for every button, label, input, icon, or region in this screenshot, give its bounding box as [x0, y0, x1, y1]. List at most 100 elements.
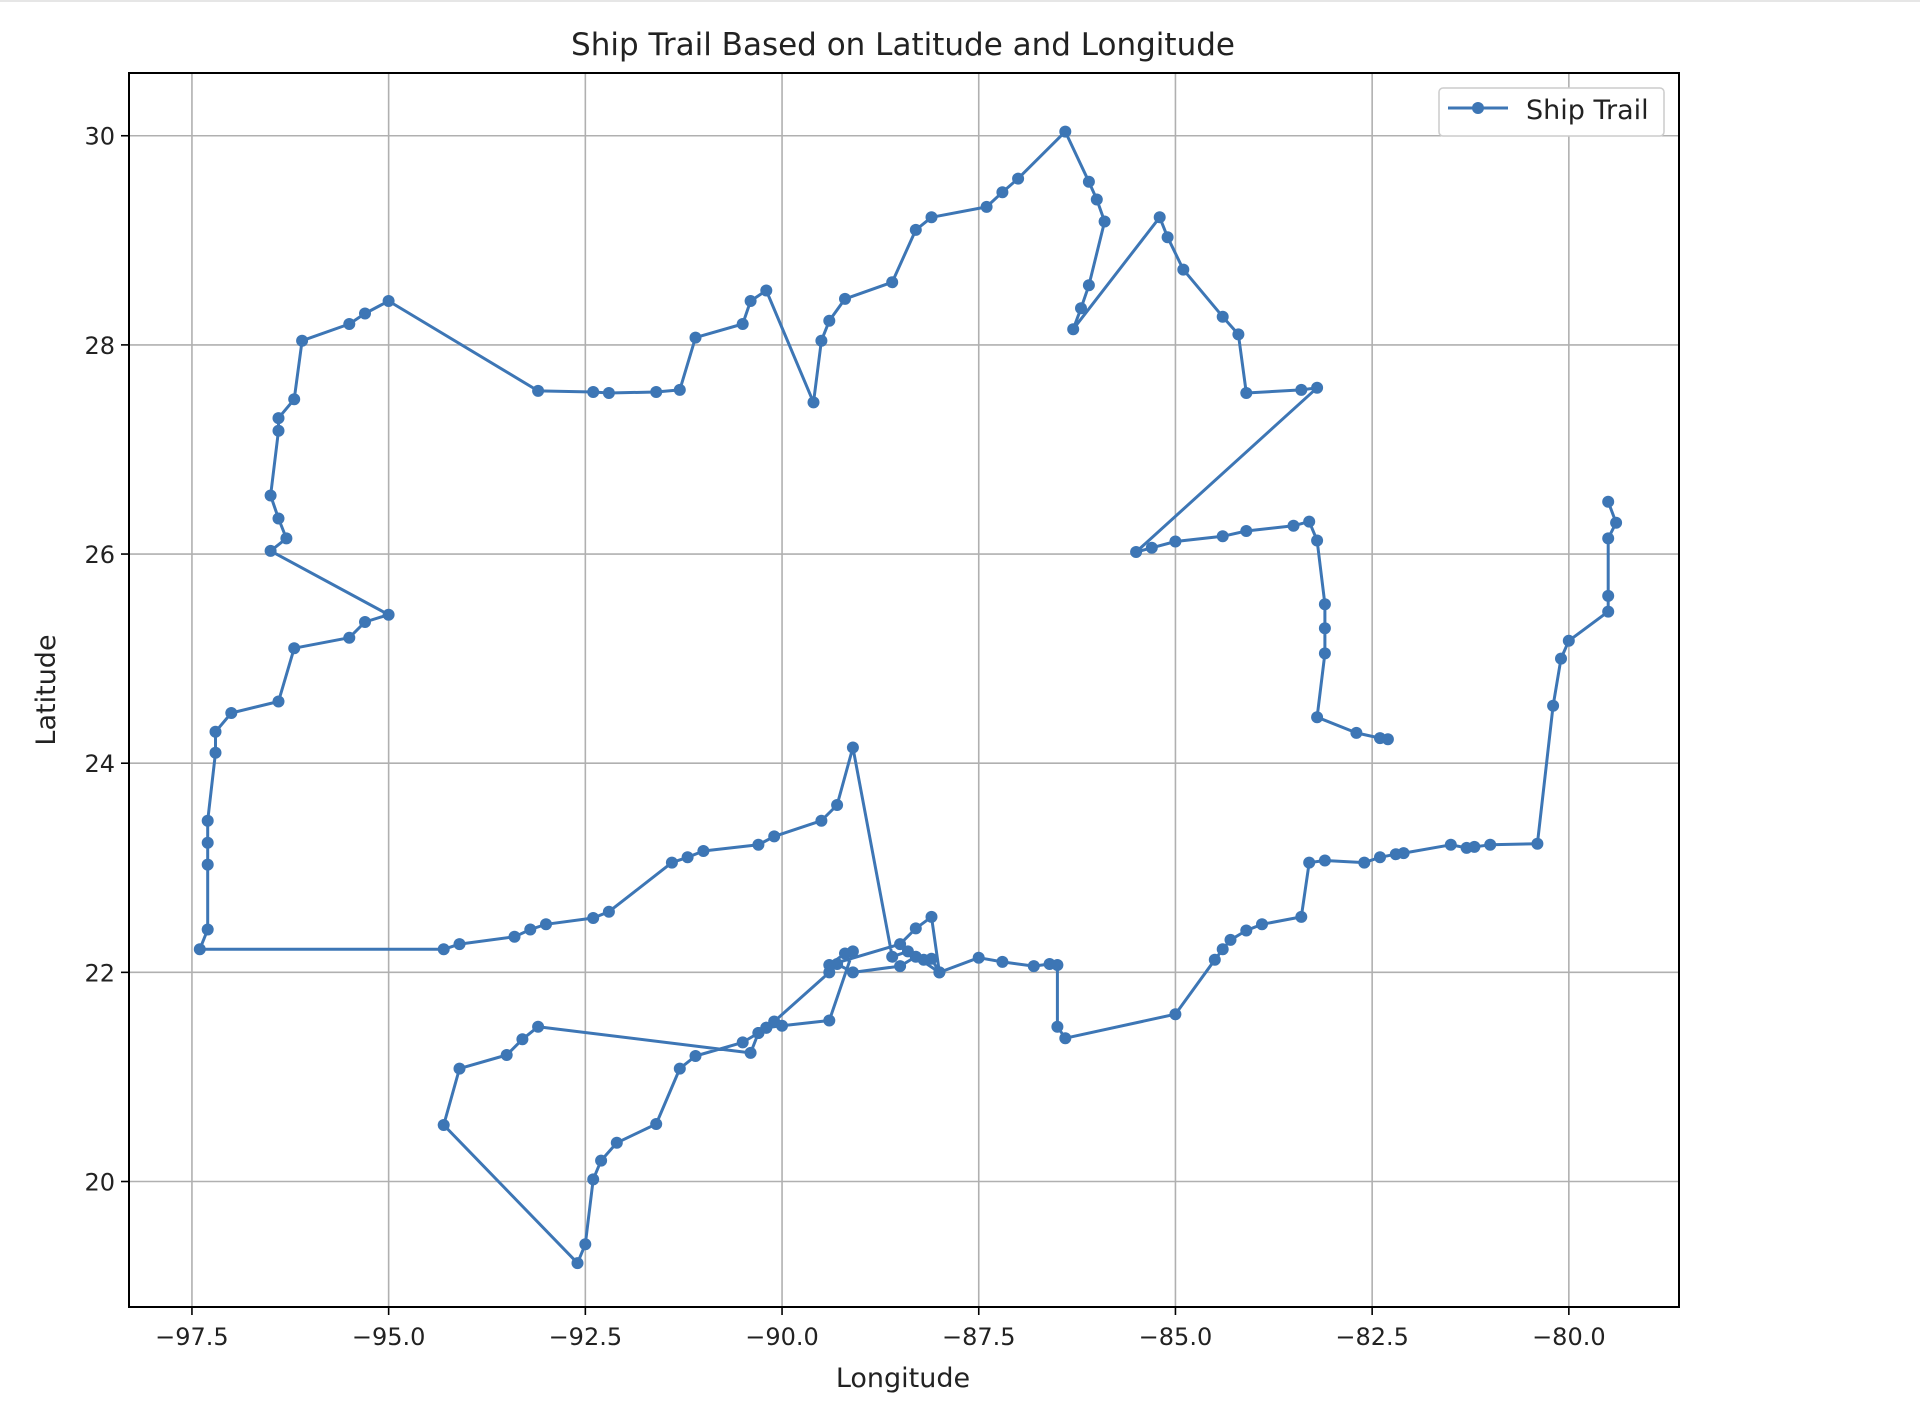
ship-trail-point — [587, 386, 600, 398]
ship-trail-point — [1287, 519, 1300, 532]
ship-trail-point — [1216, 530, 1229, 543]
ship-trail-point — [540, 918, 552, 931]
ship-trail-point — [1295, 383, 1308, 396]
ship-trail-point — [225, 707, 238, 719]
ship-trail-point — [500, 1049, 513, 1061]
ship-trail-point — [343, 318, 356, 330]
ship-trail-point — [288, 642, 301, 655]
ship-trail-point — [752, 838, 765, 851]
ship-trail-point — [508, 930, 521, 943]
ship-trail-point — [744, 295, 757, 307]
ship-trail-point — [272, 424, 285, 437]
ship-trail-point — [1318, 622, 1331, 635]
ship-trail-point — [736, 318, 749, 330]
ship-trail-point — [1098, 215, 1111, 228]
legend-box — [1438, 87, 1665, 137]
y-tick-label: 30 — [84, 123, 115, 151]
ship-trail-point — [1531, 837, 1544, 850]
ship-trail-point — [1555, 652, 1567, 665]
ship-trail-point — [453, 938, 466, 951]
ship-trail-point — [343, 631, 356, 644]
ship-trail-point — [846, 966, 859, 979]
ship-trail-point — [776, 1019, 788, 1032]
y-tick-label: 20 — [84, 1169, 115, 1197]
ship-trail-point — [1130, 546, 1143, 558]
ship-trail-point — [1043, 958, 1056, 970]
ship-trail-point — [933, 966, 946, 979]
ship-trail-point — [579, 1238, 592, 1251]
x-tick-label: −92.5 — [549, 1323, 623, 1351]
ship-trail-point — [815, 814, 828, 827]
x-tick-label: −80.0 — [1532, 1323, 1606, 1351]
x-tick-label: −82.5 — [1335, 1323, 1409, 1351]
ship-trail-point — [1169, 1008, 1182, 1021]
x-tick-label: −87.5 — [942, 1323, 1016, 1351]
ship-trail-point — [925, 211, 938, 224]
ship-trail-point — [1082, 175, 1095, 188]
ship-trail-point — [1547, 699, 1560, 712]
ship-trail-point — [382, 608, 395, 621]
ship-trail-point — [1169, 535, 1182, 548]
ship-trail-point — [1177, 263, 1190, 276]
ship-trail-point — [296, 334, 309, 347]
ship-trail-point — [996, 186, 1009, 199]
legend-label-ship-trail: Ship Trail — [1526, 95, 1649, 126]
ship-trail-point — [453, 1062, 466, 1075]
ship-trail-point — [689, 331, 702, 344]
ship-trail-point — [665, 856, 678, 869]
ship-trail-point — [1012, 172, 1025, 185]
grid-layer — [129, 73, 1679, 1307]
ship-trail-point — [516, 1033, 529, 1046]
ship-trail-point — [736, 1036, 749, 1049]
ship-trail-point — [280, 532, 293, 545]
ship-trail-point — [382, 295, 395, 307]
ship-trail-point — [673, 1062, 686, 1075]
ship-trail-point — [1602, 605, 1615, 618]
ship-trail-point — [901, 945, 914, 958]
ship-trail-point — [839, 947, 851, 960]
ship-trail-point — [1318, 598, 1331, 611]
ship-trail-point — [532, 384, 545, 397]
ship-trail-point — [1067, 323, 1080, 336]
ship-trail-point — [1059, 125, 1072, 138]
ship-trail-point — [886, 276, 899, 289]
ship-trail-point — [807, 396, 820, 409]
ship-trail-point — [823, 959, 836, 971]
ship-trail-point — [1610, 516, 1623, 529]
ship-trail-point — [201, 923, 214, 936]
ship-trail-point — [1318, 854, 1331, 867]
ship-trail-point — [359, 307, 371, 320]
ship-trail-point — [209, 725, 222, 738]
ship-trail-point — [1082, 279, 1095, 292]
ship-trail-point — [1303, 856, 1316, 869]
ship-trail-point — [1562, 634, 1575, 647]
series-layer — [193, 125, 1623, 1270]
ship-trail-point — [909, 223, 922, 236]
ship-trail-point — [1216, 310, 1229, 323]
ship-trail-point — [1303, 515, 1316, 528]
x-axis-label: Longitude — [836, 1363, 970, 1394]
ship-trail-point — [1602, 589, 1615, 602]
ship-trail-point — [272, 512, 285, 525]
ship-trail-point — [839, 292, 851, 305]
ship-trail-point — [972, 951, 985, 964]
ship-trail-point — [201, 858, 214, 871]
ship-trail-point — [1224, 933, 1237, 946]
ship-trail-point — [272, 412, 285, 425]
ship-trail-point — [831, 799, 844, 811]
ship-trail-point — [1350, 726, 1363, 739]
ship-trail-point — [1311, 711, 1324, 724]
tick-layer: −97.5 −95.0 −92.5 −90.0 −87.5 −85.0 −82.5 −80.0… — [84, 123, 1605, 1351]
ship-trail-point — [1311, 534, 1324, 547]
ship-trail-point — [1374, 851, 1386, 864]
ship-trail-point — [1381, 733, 1394, 746]
ship-trail-point — [264, 544, 277, 557]
ship-trail-point — [1484, 838, 1497, 851]
ship-trail-point — [1059, 1032, 1072, 1045]
ship-trail-point — [1311, 381, 1324, 394]
ship-trail-point — [1389, 848, 1402, 861]
ship-trail-point — [1051, 1020, 1064, 1033]
ship-trail-point — [744, 1046, 757, 1059]
ship-trail-point — [595, 1154, 608, 1167]
ship-trail-point — [288, 393, 301, 406]
